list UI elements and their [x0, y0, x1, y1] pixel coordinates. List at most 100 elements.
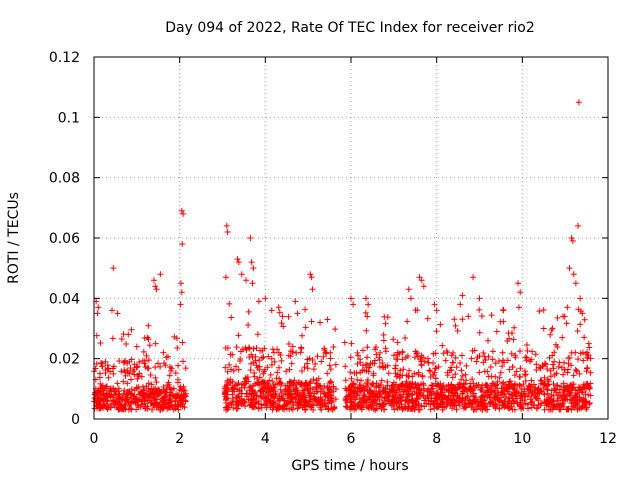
data-point	[148, 381, 155, 388]
data-point	[405, 398, 412, 405]
data-point	[280, 323, 287, 330]
data-point	[529, 389, 536, 396]
data-point	[511, 372, 518, 379]
data-point	[285, 352, 292, 359]
data-point	[222, 274, 229, 281]
data-point	[381, 395, 388, 402]
data-point	[348, 403, 355, 410]
data-point	[284, 398, 291, 405]
data-point	[454, 386, 461, 393]
data-point	[570, 271, 577, 278]
data-point	[453, 364, 460, 371]
data-point	[462, 404, 469, 411]
data-point	[99, 382, 106, 389]
data-point	[414, 307, 421, 314]
data-point	[318, 358, 325, 365]
data-point	[276, 309, 283, 316]
data-point	[180, 358, 187, 365]
data-point	[160, 349, 167, 356]
data-point	[350, 301, 357, 308]
data-point	[145, 322, 152, 329]
data-point	[555, 363, 562, 370]
data-point	[128, 356, 135, 363]
data-point	[379, 360, 386, 367]
data-point	[221, 383, 228, 390]
data-point	[134, 363, 141, 370]
data-point	[321, 347, 328, 354]
data-point	[266, 377, 273, 384]
data-point	[440, 398, 447, 405]
data-point	[504, 401, 511, 408]
data-point	[418, 362, 425, 369]
data-point	[373, 351, 380, 358]
data-point	[344, 396, 351, 403]
data-point	[156, 406, 163, 413]
data-point	[400, 366, 407, 373]
data-point	[396, 392, 403, 399]
data-point	[358, 377, 365, 384]
data-point	[97, 359, 104, 366]
data-point	[114, 380, 121, 387]
data-point	[563, 320, 570, 327]
data-point	[93, 360, 100, 367]
data-point	[140, 389, 147, 396]
data-point	[456, 381, 463, 388]
data-point	[181, 391, 188, 398]
data-point	[457, 360, 464, 367]
data-point	[309, 357, 316, 364]
data-point	[115, 406, 122, 413]
data-point	[451, 316, 458, 323]
data-point	[394, 339, 401, 346]
data-point	[513, 368, 520, 375]
data-point	[276, 364, 283, 371]
data-point	[427, 368, 434, 375]
data-point	[168, 365, 175, 372]
data-point	[495, 389, 502, 396]
data-point	[290, 402, 297, 409]
data-point	[179, 241, 186, 248]
data-point	[582, 391, 589, 398]
data-point	[568, 235, 575, 241]
data-point	[462, 394, 469, 401]
data-point	[500, 385, 507, 392]
data-point	[152, 340, 159, 347]
data-point	[297, 379, 304, 386]
data-point	[232, 382, 239, 389]
data-point	[359, 362, 366, 369]
data-point	[315, 396, 322, 403]
data-point	[355, 403, 362, 410]
data-point	[392, 365, 399, 372]
data-point	[558, 364, 565, 371]
data-point	[377, 349, 384, 356]
data-point	[432, 375, 439, 382]
data-point	[412, 398, 419, 405]
data-point	[249, 354, 256, 361]
data-point	[287, 348, 294, 355]
y-tick-label: 0.08	[49, 171, 80, 187]
data-point	[325, 406, 332, 413]
data-point	[506, 335, 513, 342]
data-point	[376, 363, 383, 370]
data-point	[550, 380, 557, 387]
data-point	[228, 366, 235, 373]
data-point	[380, 337, 387, 344]
data-point	[535, 387, 542, 394]
data-point	[118, 368, 125, 375]
data-point	[500, 318, 507, 325]
data-point	[522, 371, 529, 378]
data-point	[520, 381, 527, 388]
data-point	[514, 399, 521, 406]
data-point	[245, 321, 252, 328]
data-point	[406, 367, 413, 374]
data-point	[541, 374, 548, 381]
data-point	[380, 402, 387, 409]
data-point	[506, 394, 513, 401]
data-point	[362, 309, 369, 316]
data-point	[347, 403, 354, 410]
data-point	[258, 355, 265, 362]
data-point	[447, 402, 454, 409]
data-point	[384, 378, 391, 385]
y-tick-label: 0	[71, 412, 80, 428]
data-point	[457, 301, 464, 308]
data-point	[313, 377, 320, 384]
